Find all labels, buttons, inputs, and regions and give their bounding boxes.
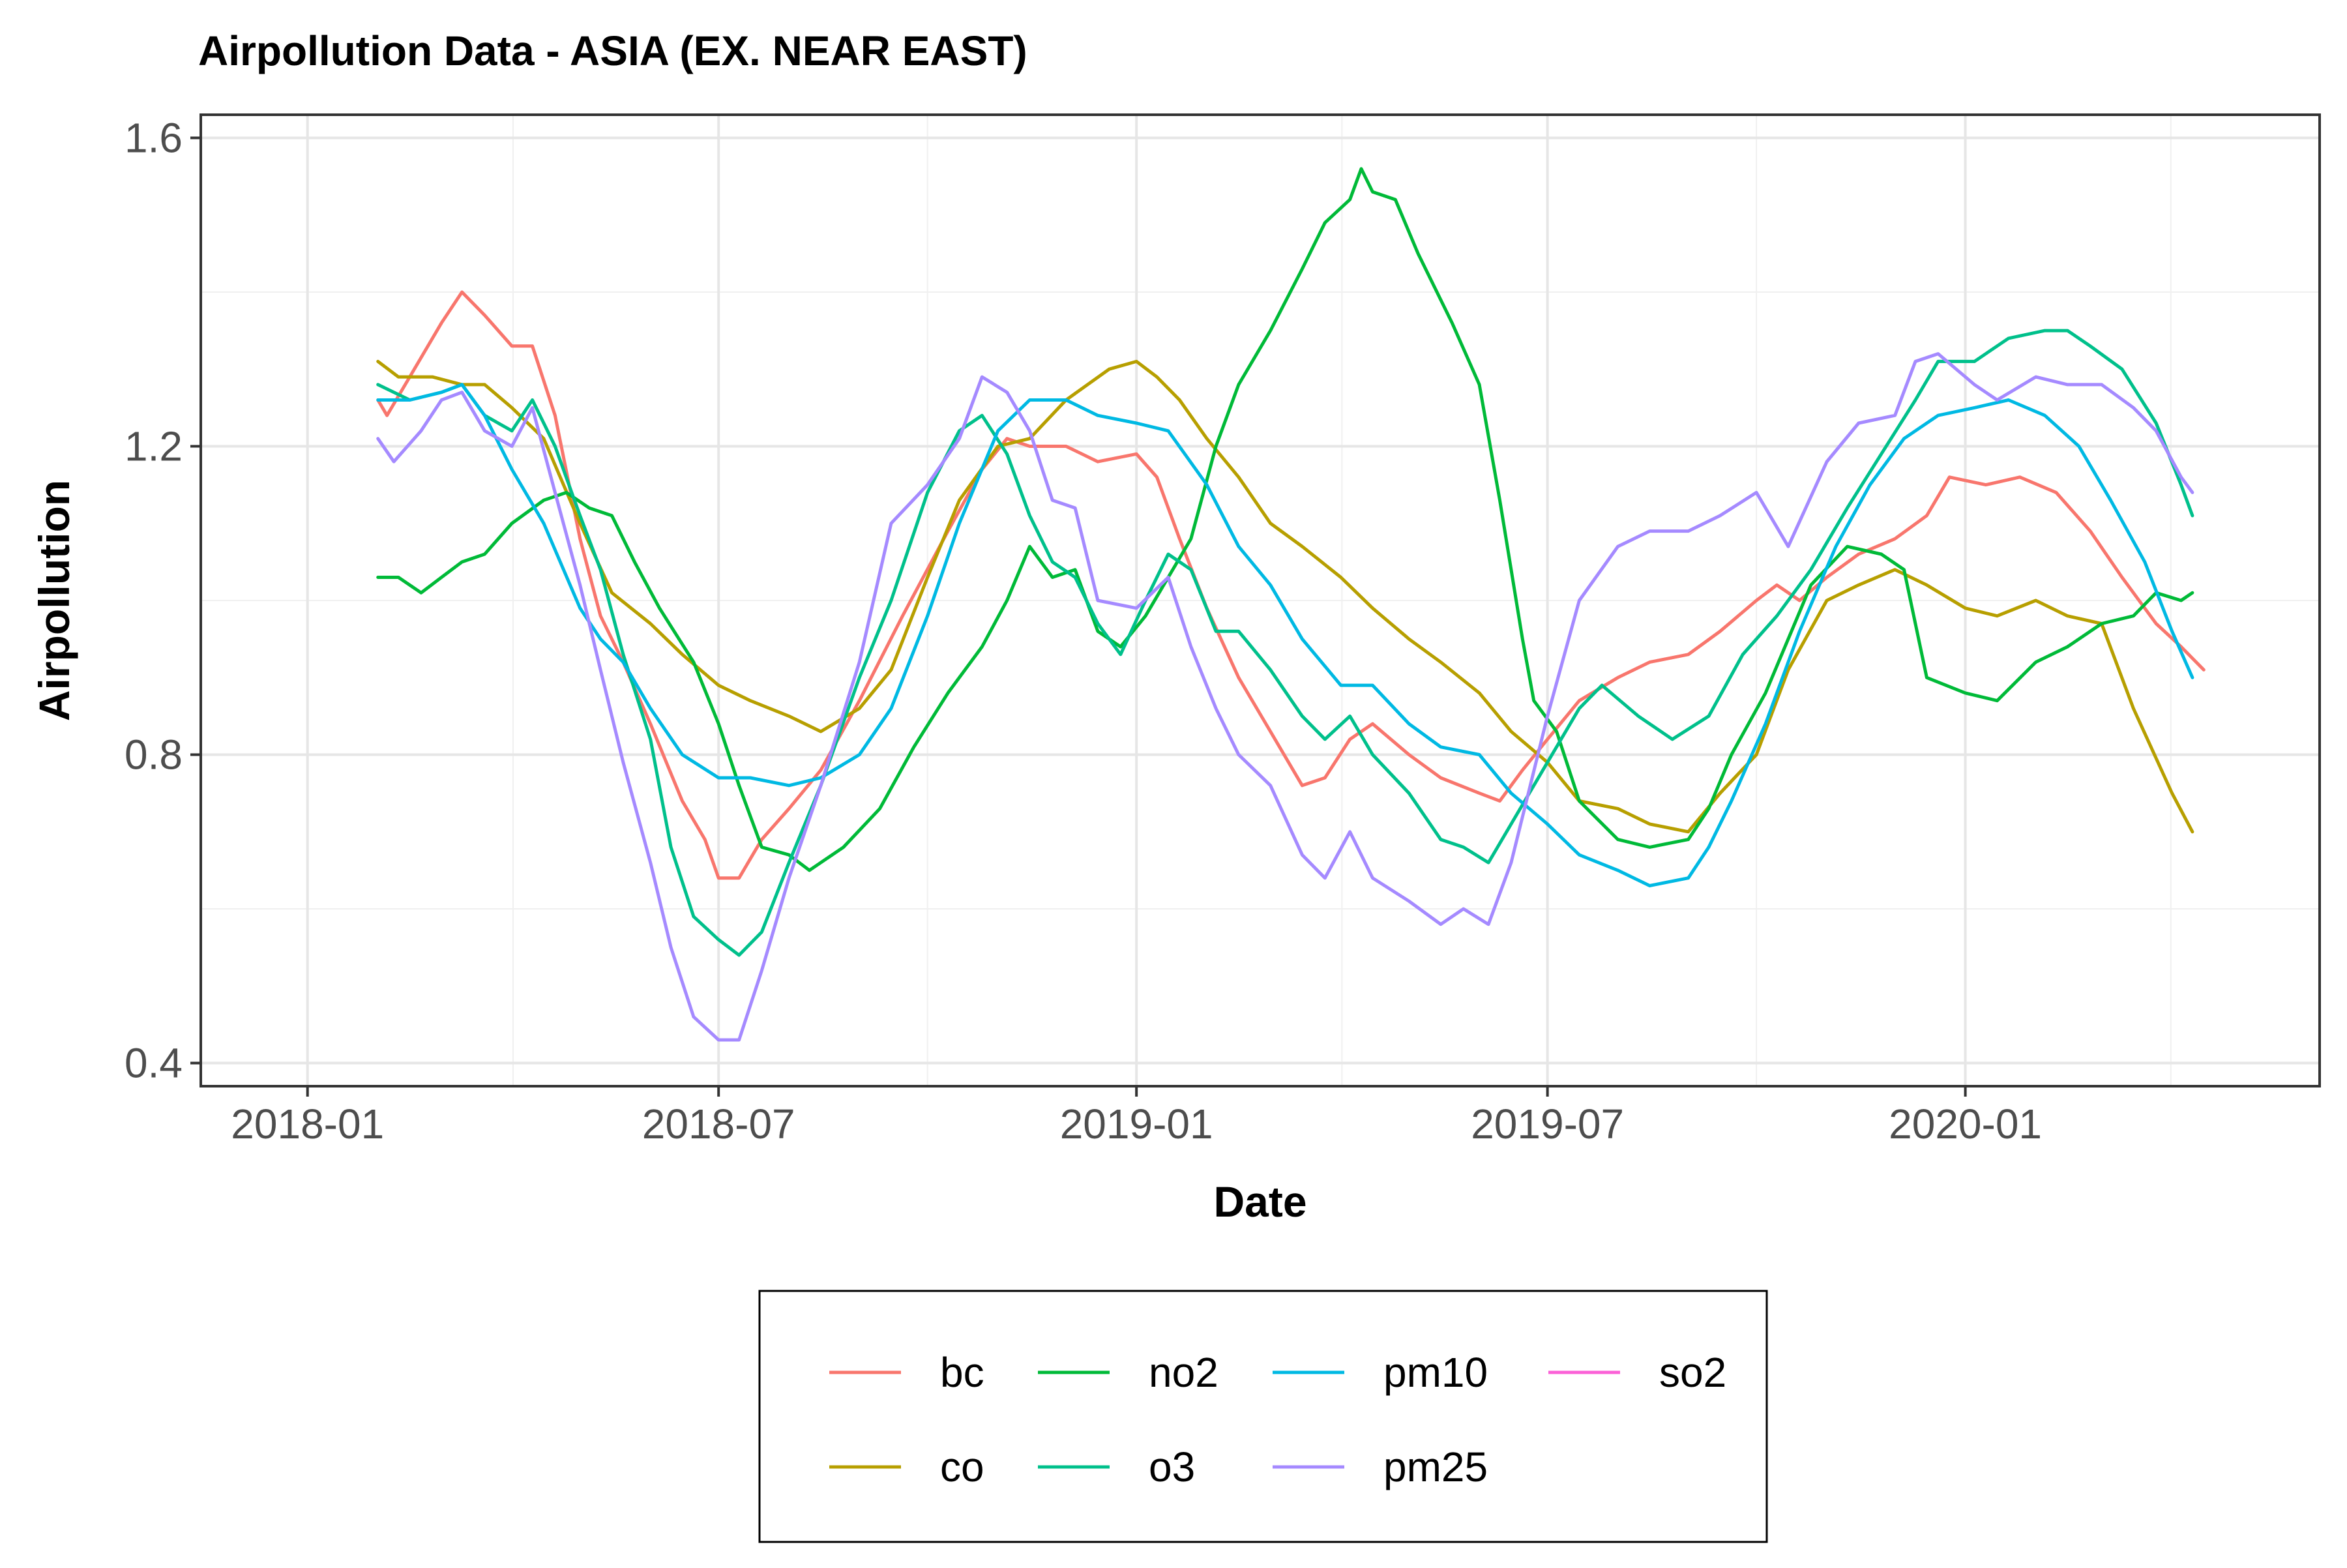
series-line-bc	[376, 290, 2206, 880]
series-line-pm10	[376, 383, 2194, 887]
chart-title: Airpollution Data - ASIA (EX. NEAR EAST)	[198, 27, 1027, 74]
y-tick-label: 0.8	[125, 732, 183, 778]
legend: bc co no2 o3 pm10 pm25 so2	[758, 1290, 1768, 1543]
series-line-o3	[376, 329, 2194, 957]
series-line-no2	[376, 167, 2194, 872]
axes: 2018-01 2018-07 2019-01 2019-07 2020-01 0.4 0.…	[125, 114, 2042, 1147]
x-tick-label: 2018-01	[231, 1101, 384, 1147]
legend-label-pm10: pm10	[1383, 1349, 1488, 1396]
legend-label-pm25: pm25	[1383, 1443, 1488, 1490]
y-axis-title: Airpollution	[30, 480, 78, 721]
y-tick-label: 1.2	[125, 422, 183, 469]
y-tick-label: 1.6	[125, 114, 183, 161]
series-line-co	[376, 359, 2194, 834]
series-lines	[376, 167, 2206, 1042]
x-axis-title: Date	[1213, 1177, 1306, 1226]
legend-label-no2: no2	[1149, 1349, 1218, 1396]
x-tick-label: 2019-07	[1471, 1101, 1624, 1147]
legend-box	[758, 1290, 1768, 1543]
legend-label-so2: so2	[1659, 1349, 1726, 1396]
legend-label-o3: o3	[1149, 1443, 1195, 1490]
x-tick-label: 2020-01	[1889, 1101, 2042, 1147]
x-tick-label: 2018-07	[642, 1101, 795, 1147]
series-line-pm25	[376, 352, 2194, 1042]
plot-panel-border	[199, 113, 2321, 1087]
legend-label-co: co	[940, 1443, 984, 1490]
y-tick-label: 0.4	[125, 1040, 183, 1087]
x-tick-label: 2019-01	[1060, 1101, 1213, 1147]
legend-label-bc: bc	[940, 1349, 984, 1396]
